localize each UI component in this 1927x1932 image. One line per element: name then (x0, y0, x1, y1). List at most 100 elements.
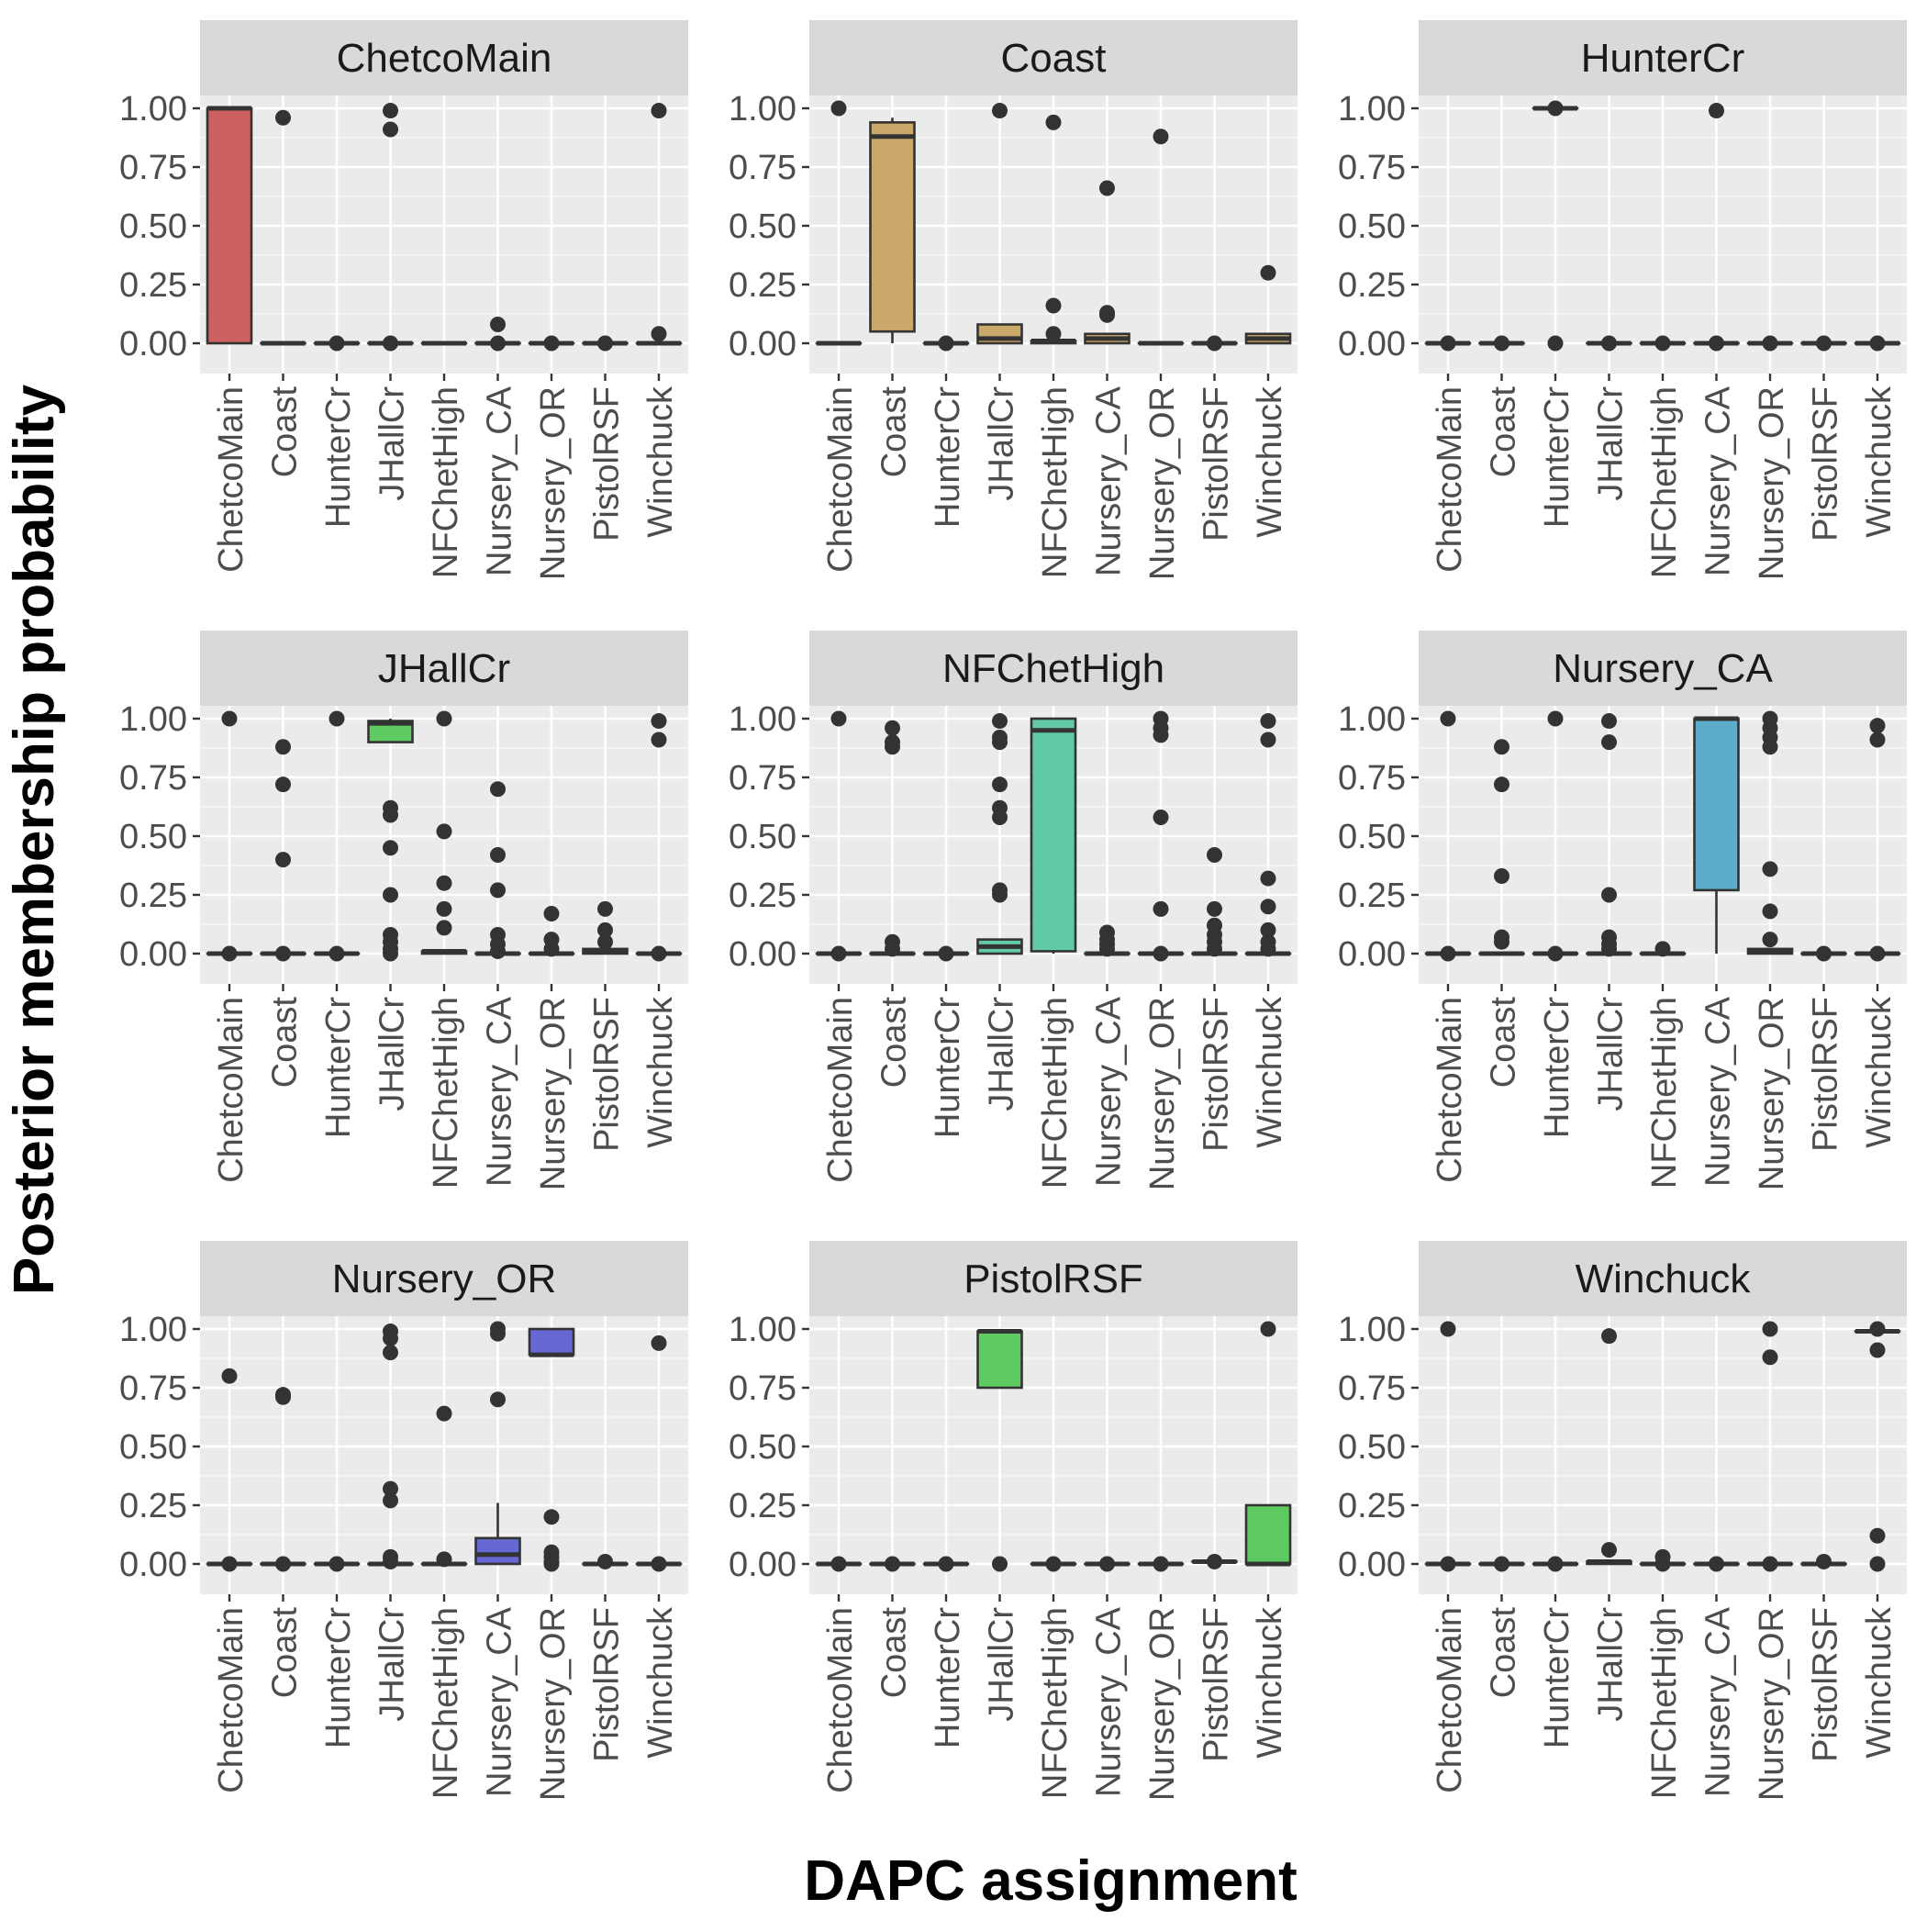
box-iqr (1695, 719, 1739, 890)
y-tick-label: 0.50 (729, 818, 796, 856)
y-tick-label: 0.50 (1338, 818, 1406, 856)
outlier-point (1046, 1557, 1062, 1572)
facet-strip-label: Winchuck (1576, 1256, 1752, 1301)
y-tick-label: 0.25 (729, 266, 796, 305)
outlier-point (383, 807, 398, 822)
facet-strip-label: Nursery_CA (1553, 646, 1773, 691)
outlier-point (652, 713, 667, 729)
x-tick-label: Coast (266, 997, 305, 1089)
y-tick-label: 0.50 (729, 207, 796, 246)
x-tick-label: Winchuck (1251, 385, 1289, 538)
outlier-point (1441, 711, 1456, 727)
y-tick-label: 0.00 (729, 1546, 796, 1584)
outlier-point (597, 901, 613, 917)
y-tick-label: 0.75 (1338, 1369, 1406, 1408)
y-tick-label: 0.25 (1338, 266, 1406, 305)
y-tick-label: 0.00 (119, 935, 187, 974)
x-tick-label: JHallCr (1592, 1607, 1631, 1722)
facet-panel: NFChetHigh0.000.250.500.751.00ChetcoMain… (729, 631, 1298, 1190)
x-tick-label: JHallCr (1592, 997, 1631, 1111)
outlier-point (1207, 901, 1222, 917)
x-tick-label: HunterCr (319, 997, 358, 1138)
outlier-point (544, 1557, 560, 1572)
x-tick-label: NFChetHigh (427, 386, 465, 578)
x-tick-label: Nursery_CA (1090, 385, 1129, 576)
y-tick-label: 1.00 (1338, 90, 1406, 128)
outlier-point (885, 720, 900, 736)
outlier-point (222, 946, 238, 962)
outlier-point (437, 1406, 452, 1422)
outlier-point (222, 1368, 238, 1384)
outlier-point (1870, 946, 1886, 962)
outlier-point (1261, 732, 1276, 748)
box-NFChetHigh (1031, 719, 1075, 954)
outlier-point (831, 101, 847, 117)
outlier-point (1709, 103, 1724, 118)
x-tick-label: Nursery_OR (1753, 997, 1791, 1190)
outlier-point (1548, 946, 1564, 962)
y-tick-label: 0.50 (1338, 207, 1406, 246)
outlier-point (383, 1554, 398, 1569)
x-tick-label: PistolRSF (1197, 1607, 1236, 1762)
y-tick-label: 0.00 (1338, 935, 1406, 974)
outlier-point (1655, 1557, 1671, 1572)
outlier-point (1816, 336, 1832, 352)
outlier-point (383, 103, 398, 118)
x-axis-title: DAPC assignment (804, 1849, 1297, 1913)
box-iqr (1246, 1505, 1290, 1564)
outlier-point (1494, 336, 1509, 352)
outlier-point (652, 103, 667, 118)
outlier-point (992, 776, 1008, 792)
outlier-point (490, 882, 506, 898)
outlier-point (1207, 941, 1222, 956)
x-tick-label: JHallCr (373, 1607, 412, 1722)
outlier-point (1870, 1557, 1886, 1572)
outlier-point (1153, 128, 1169, 144)
outlier-point (1494, 739, 1509, 754)
outlier-point (1763, 861, 1778, 877)
x-tick-label: PistolRSF (1807, 386, 1845, 542)
outlier-point (1261, 265, 1276, 281)
x-tick-label: Nursery_OR (534, 1607, 573, 1801)
outlier-point (1870, 1322, 1886, 1337)
x-tick-label: JHallCr (983, 1607, 1021, 1722)
y-tick-label: 0.25 (119, 877, 187, 915)
x-tick-label: HunterCr (1538, 386, 1576, 528)
y-tick-label: 1.00 (729, 90, 796, 128)
x-tick-label: ChetcoMain (212, 997, 251, 1183)
box-iqr (978, 1332, 1022, 1388)
x-tick-label: NFChetHigh (1645, 1607, 1684, 1799)
x-tick-label: NFChetHigh (427, 1607, 465, 1799)
outlier-point (1494, 1557, 1509, 1572)
outlier-point (1494, 934, 1509, 950)
outlier-point (1601, 336, 1617, 352)
outlier-point (1548, 1557, 1564, 1572)
outlier-point (1046, 326, 1062, 341)
y-tick-label: 1.00 (119, 700, 187, 739)
x-tick-label: HunterCr (319, 1607, 358, 1748)
outlier-point (1763, 932, 1778, 947)
outlier-point (597, 1554, 613, 1569)
outlier-point (275, 1390, 291, 1405)
outlier-point (1870, 1528, 1886, 1544)
outlier-point (1870, 1343, 1886, 1358)
facet-strip-label: HunterCr (1581, 36, 1745, 81)
outlier-point (992, 888, 1008, 903)
outlier-point (652, 1335, 667, 1351)
x-tick-label: ChetcoMain (212, 386, 251, 573)
facet-strip-label: Nursery_OR (332, 1256, 557, 1301)
outlier-point (1261, 941, 1276, 956)
x-tick-label: Nursery_CA (1699, 996, 1738, 1187)
outlier-point (939, 1557, 954, 1572)
outlier-point (544, 1509, 560, 1524)
outlier-point (437, 876, 452, 891)
y-tick-label: 1.00 (1338, 700, 1406, 739)
x-tick-label: ChetcoMain (212, 1607, 251, 1793)
outlier-point (490, 336, 506, 352)
x-tick-label: Winchuck (1860, 1606, 1899, 1759)
outlier-point (383, 336, 398, 352)
